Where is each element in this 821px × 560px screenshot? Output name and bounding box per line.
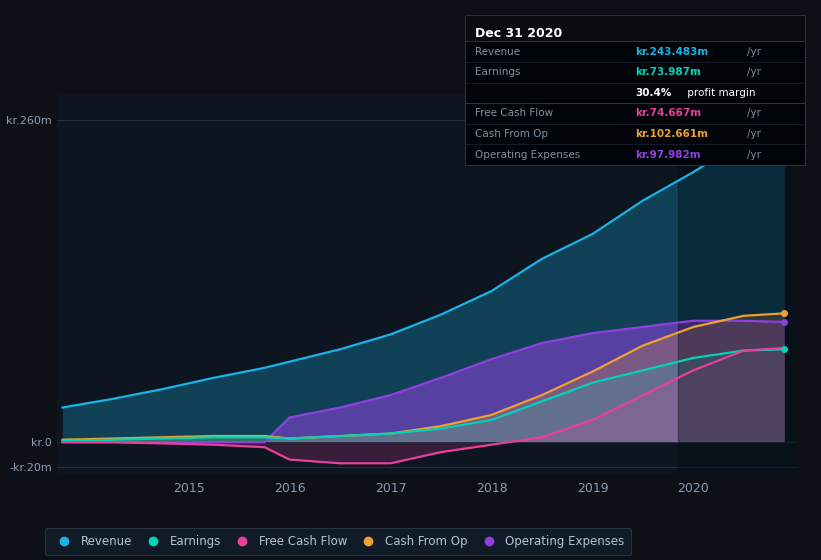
Text: Operating Expenses: Operating Expenses [475,150,580,160]
Bar [465,15,805,41]
Text: /yr: /yr [747,109,761,118]
Text: Revenue: Revenue [475,46,521,57]
Text: Cash From Op: Cash From Op [475,129,548,139]
Text: /yr: /yr [747,129,761,139]
Text: kr.73.987m: kr.73.987m [635,67,701,77]
Text: 30.4%: 30.4% [635,88,672,98]
Text: Earnings: Earnings [475,67,521,77]
Text: kr.243.483m: kr.243.483m [635,46,709,57]
Text: /yr: /yr [747,150,761,160]
Text: profit margin: profit margin [684,88,756,98]
Text: Free Cash Flow: Free Cash Flow [475,109,553,118]
Text: kr.102.661m: kr.102.661m [635,129,708,139]
Text: /yr: /yr [747,46,761,57]
Legend: Revenue, Earnings, Free Cash Flow, Cash From Op, Operating Expenses: Revenue, Earnings, Free Cash Flow, Cash … [45,528,631,556]
Text: /yr: /yr [747,67,761,77]
Text: kr.74.667m: kr.74.667m [635,109,701,118]
Text: Dec 31 2020: Dec 31 2020 [475,27,562,40]
Bar [678,95,805,473]
Text: kr.97.982m: kr.97.982m [635,150,700,160]
